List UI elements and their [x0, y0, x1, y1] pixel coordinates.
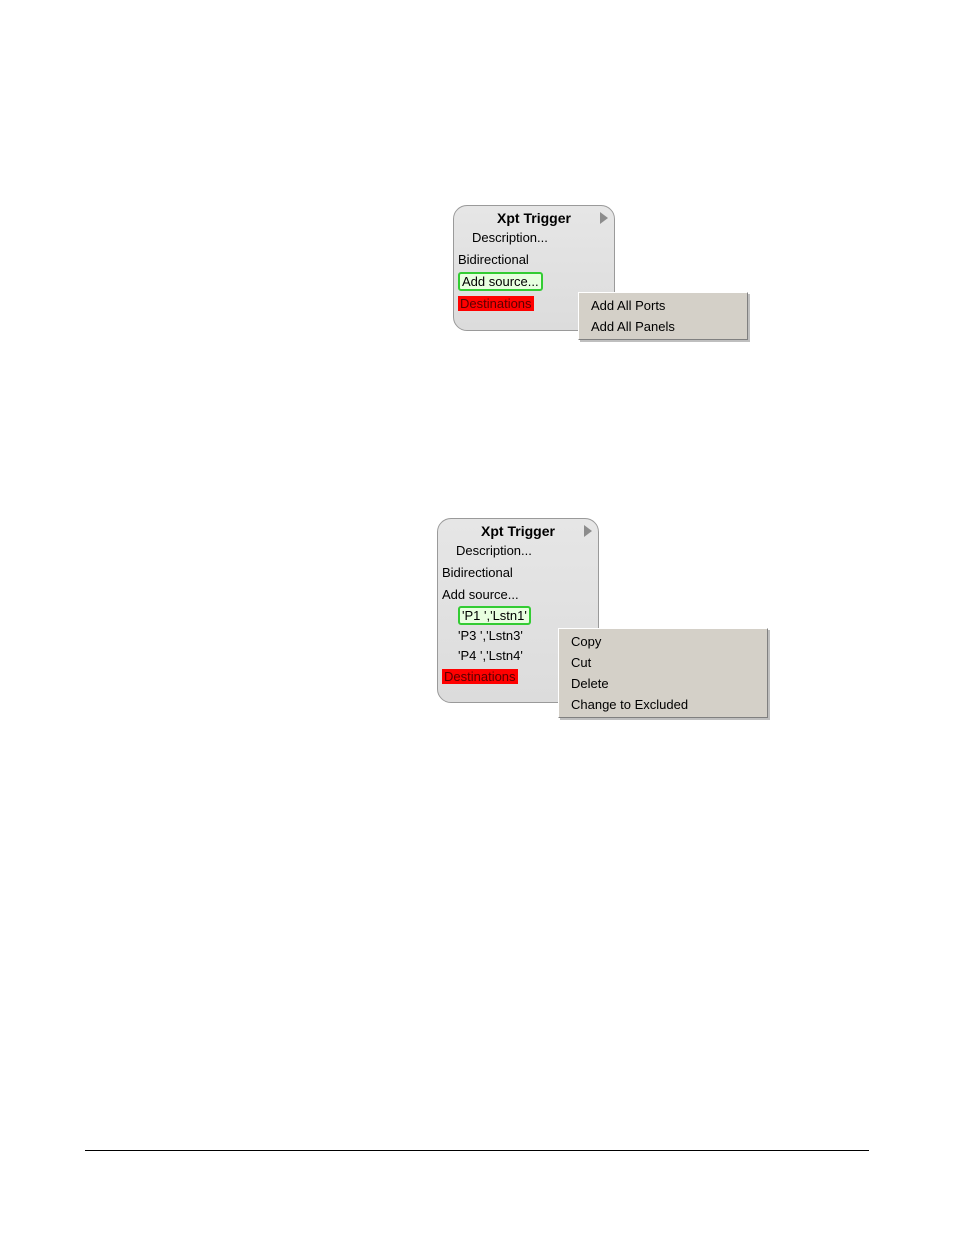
- description-label: Description...: [456, 543, 532, 558]
- bidirectional-row[interactable]: − Bidirectional: [438, 561, 598, 583]
- description-row[interactable]: Description...: [454, 226, 614, 248]
- add-source-label: Add source...: [458, 272, 543, 291]
- menu-item-copy[interactable]: Copy: [561, 631, 765, 652]
- description-row[interactable]: Description...: [438, 539, 598, 561]
- context-menu: Copy Cut Delete Change to Excluded: [558, 628, 768, 718]
- add-source-row[interactable]: − Add source...: [454, 270, 614, 292]
- source-label: 'P1 ','Lstn1': [458, 606, 531, 625]
- context-menu: Add All Ports Add All Panels: [578, 292, 748, 340]
- source-label: 'P4 ','Lstn4': [458, 648, 523, 663]
- panel-title-label: Xpt Trigger: [481, 523, 555, 539]
- destinations-label: Destinations: [458, 296, 534, 311]
- menu-item-cut[interactable]: Cut: [561, 652, 765, 673]
- menu-item-add-all-panels[interactable]: Add All Panels: [581, 316, 745, 337]
- add-source-label: Add source...: [442, 587, 519, 602]
- menu-item-delete[interactable]: Delete: [561, 673, 765, 694]
- source-item[interactable]: 'P1 ','Lstn1': [438, 605, 598, 625]
- panel-title-label: Xpt Trigger: [497, 210, 571, 226]
- menu-item-change-excluded[interactable]: Change to Excluded: [561, 694, 765, 715]
- add-source-row[interactable]: − Add source...: [438, 583, 598, 605]
- source-label: 'P3 ','Lstn3': [458, 628, 523, 643]
- destinations-label: Destinations: [442, 669, 518, 684]
- bidirectional-label: Bidirectional: [458, 252, 529, 267]
- expand-arrow-icon[interactable]: [600, 212, 608, 224]
- expand-arrow-icon[interactable]: [584, 525, 592, 537]
- menu-item-add-all-ports[interactable]: Add All Ports: [581, 295, 745, 316]
- divider: [85, 1150, 869, 1151]
- description-label: Description...: [472, 230, 548, 245]
- panel-title: Xpt Trigger: [438, 521, 598, 539]
- panel-title: Xpt Trigger: [454, 208, 614, 226]
- bidirectional-label: Bidirectional: [442, 565, 513, 580]
- bidirectional-row[interactable]: − Bidirectional: [454, 248, 614, 270]
